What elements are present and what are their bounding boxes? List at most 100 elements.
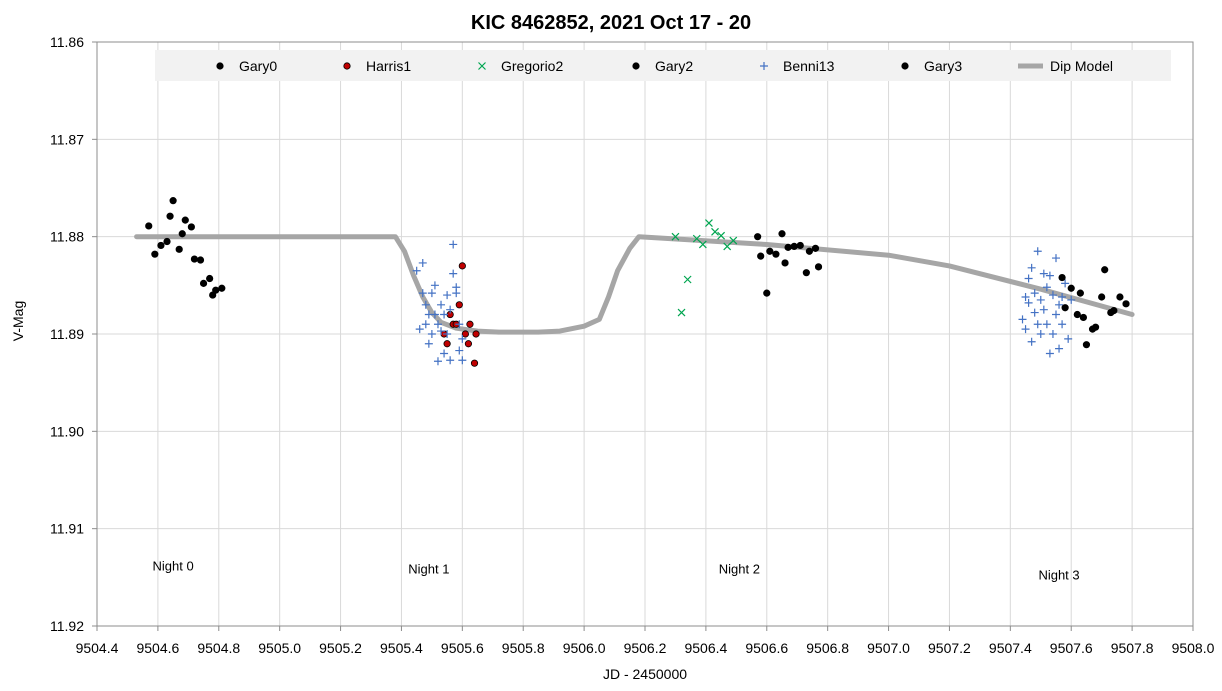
benni13-point (415, 325, 424, 334)
y-tick-label: 11.90 (50, 423, 84, 439)
benni13-point (1027, 263, 1036, 272)
y-tick-label: 11.88 (50, 229, 84, 245)
gary0-point (181, 216, 189, 224)
gary3-point (1082, 341, 1091, 349)
legend-marker-gary2 (632, 62, 640, 70)
benni13-point (430, 281, 439, 290)
benni13-point (1027, 337, 1036, 346)
gary3-point (1101, 266, 1109, 274)
gary0-point (187, 223, 195, 231)
x-tick-label: 9504.6 (136, 640, 179, 656)
benni13-point (449, 240, 458, 249)
gregorio2-point (729, 236, 738, 245)
gary3-point (1122, 300, 1130, 308)
benni13-point (433, 357, 442, 366)
gregorio2-point (683, 275, 692, 284)
night-annotations: Night 0 Night 1 Night 2 Night 3 (153, 559, 1080, 583)
gary0-point (212, 286, 220, 294)
harris1-point (464, 340, 473, 348)
y-tick-label: 11.91 (50, 521, 84, 537)
harris1-point (466, 320, 474, 328)
x-axis: 9504.4 9504.6 9504.8 9505.0 9505.2 9505.4 9505… (76, 626, 1215, 656)
benni13-point (1030, 308, 1039, 317)
legend-background (155, 50, 1171, 81)
benni13-point (443, 330, 452, 338)
dip-model-series (134, 234, 1135, 335)
x-tick-label: 9507.2 (928, 640, 971, 656)
legend-label-gary2: Gary2 (655, 58, 693, 74)
benni13-point (1058, 293, 1067, 302)
gary0-point (151, 250, 159, 258)
gary0-point (178, 230, 186, 238)
gregorio2-point (692, 234, 701, 243)
gary2-point (766, 247, 774, 255)
night-label: Night 1 (408, 561, 449, 576)
legend-label-gary3: Gary3 (924, 58, 962, 74)
x-tick-label: 9506.4 (684, 640, 727, 656)
gary2-point (805, 247, 814, 255)
benni13-point (433, 320, 442, 329)
benni13-point (1036, 330, 1045, 338)
benni13-point (1042, 320, 1051, 329)
benni13-point (1052, 310, 1060, 319)
gary2-point (778, 230, 786, 238)
benni13-point (458, 356, 467, 365)
harris1-point (455, 301, 463, 309)
gary2-point (814, 263, 823, 271)
x-tick-label: 9506.0 (563, 640, 606, 656)
gary0-point (175, 245, 183, 253)
legend-label-gregorio2: Gregorio2 (501, 58, 563, 74)
benni13-point (1045, 349, 1054, 358)
benni13-point (1018, 315, 1027, 324)
x-axis-label: JD - 2450000 (603, 666, 687, 682)
data-points (145, 197, 1130, 367)
benni13-point (440, 310, 449, 319)
legend-marker-harris1 (343, 62, 351, 70)
gary3-point (1076, 289, 1084, 297)
gary0-point (166, 212, 174, 220)
benni13-point (1058, 320, 1067, 329)
gary2-point (781, 259, 789, 267)
benni13-point (1033, 247, 1042, 256)
night-label: Night 3 (1038, 567, 1079, 582)
benni13-point (1021, 293, 1030, 302)
benni13-point (1024, 298, 1033, 307)
gary3-point (1110, 307, 1118, 315)
benni13-point (452, 289, 461, 298)
benni13-point (1067, 295, 1076, 304)
night-label: Night 0 (153, 559, 194, 574)
x-tick-label: 9508.0 (1172, 640, 1215, 656)
gregorio2-point (711, 227, 719, 236)
gary0-point (218, 284, 226, 292)
benni13-point (418, 289, 427, 298)
gregorio2-point (671, 232, 680, 241)
gregorio2-point (723, 242, 732, 251)
gary2-point (754, 233, 762, 241)
benni13-point (1045, 271, 1054, 280)
legend-label-gary0: Gary0 (239, 58, 277, 74)
x-tick-label: 9505.0 (258, 640, 301, 656)
y-tick-label: 11.89 (50, 326, 84, 342)
gregorio2-point (698, 240, 707, 249)
benni13-point (1052, 254, 1060, 263)
benni13-point (430, 310, 439, 319)
legend-marker-gary3 (901, 62, 909, 70)
gary2-point (757, 252, 765, 260)
benni13-point (1033, 320, 1042, 329)
gary3-point (1073, 310, 1081, 319)
x-tick-label: 9505.6 (441, 640, 484, 656)
x-tick-label: 9507.4 (989, 640, 1032, 656)
gary3-point (1058, 273, 1066, 282)
gary2-point (763, 289, 771, 297)
benni13-point (1039, 305, 1048, 314)
benni13-point (446, 356, 455, 365)
harris1-point (472, 330, 480, 338)
dip-model-line (134, 234, 1135, 335)
benni13-point (1036, 295, 1045, 304)
gary0-point (169, 197, 177, 205)
legend-label-harris1: Harris1 (366, 58, 411, 74)
benni13-point (421, 300, 430, 309)
benni13-point (443, 291, 452, 300)
y-axis: 11.86 11.87 11.88 11.89 11.90 11.91 11.92 (50, 34, 97, 634)
